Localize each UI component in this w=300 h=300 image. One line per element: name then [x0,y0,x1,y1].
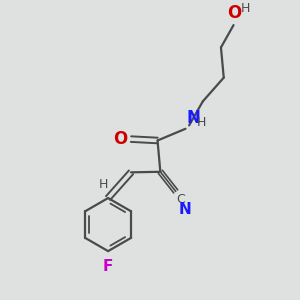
Text: F: F [103,259,113,274]
Text: O: O [227,4,242,22]
Text: H: H [197,116,207,129]
Text: N: N [187,109,200,127]
Text: H: H [98,178,108,191]
Text: O: O [113,130,128,148]
Text: N: N [179,202,192,217]
Text: C: C [176,193,185,206]
Text: H: H [241,2,250,15]
